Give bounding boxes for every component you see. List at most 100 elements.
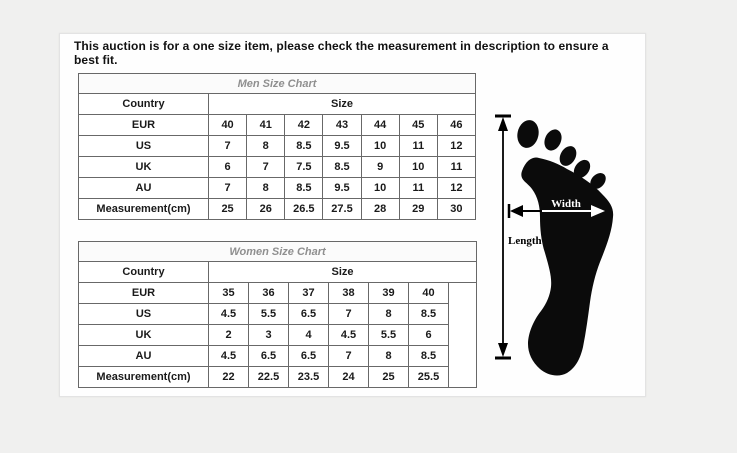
size-value: 36 xyxy=(248,282,289,304)
table-row: Measurement(cm) 25 26 26.5 27.5 28 29 30 xyxy=(78,198,477,220)
row-label: US xyxy=(78,135,209,157)
size-value: 12 xyxy=(436,135,477,157)
size-value: 4.5 xyxy=(328,324,369,346)
size-value: 8.5 xyxy=(284,177,324,199)
size-value: 6.5 xyxy=(288,303,329,325)
size-value: 42 xyxy=(284,114,324,136)
size-value: 28 xyxy=(360,198,400,220)
size-value: 46 xyxy=(436,114,477,136)
table-row: US 4.5 5.5 6.5 7 8 8.5 xyxy=(78,303,477,325)
size-value: 3 xyxy=(248,324,289,346)
notice-text: This auction is for a one size item, ple… xyxy=(74,39,609,67)
size-value: 24 xyxy=(328,366,369,388)
size-value: 10 xyxy=(360,135,400,157)
size-value: 6.5 xyxy=(288,345,329,367)
row-label: UK xyxy=(78,324,209,346)
size-value: 37 xyxy=(288,282,329,304)
table-row: AU 7 8 8.5 9.5 10 11 12 xyxy=(78,177,477,199)
women-size-table: Women Size Chart Country Size EUR 35 36 37 38 39… xyxy=(78,241,477,388)
size-value: 45 xyxy=(398,114,438,136)
content-panel: This auction is for a one size item, ple… xyxy=(59,33,646,397)
size-value: 12 xyxy=(436,177,477,199)
size-value: 4 xyxy=(288,324,329,346)
size-header: Size xyxy=(208,261,477,283)
table-title-row: Men Size Chart xyxy=(78,73,476,94)
size-value: 10 xyxy=(398,156,438,178)
size-value: 5.5 xyxy=(248,303,289,325)
size-value: 7 xyxy=(207,177,248,199)
width-label: Width xyxy=(551,198,581,210)
table-row: UK 2 3 4 4.5 5.5 6 xyxy=(78,324,477,346)
row-label: US xyxy=(78,303,209,325)
length-arrow-icon xyxy=(495,114,511,360)
row-label: EUR xyxy=(78,114,209,136)
row-label: Measurement(cm) xyxy=(78,198,209,220)
size-value: 25 xyxy=(207,198,248,220)
table-header-row: Country Size xyxy=(78,93,476,115)
size-value: 7 xyxy=(207,135,248,157)
size-value: 4.5 xyxy=(208,345,249,367)
size-value: 11 xyxy=(398,135,438,157)
size-value: 5.5 xyxy=(368,324,409,346)
row-label: AU xyxy=(78,345,209,367)
length-label: Length xyxy=(508,235,542,247)
size-value: 40 xyxy=(408,282,449,304)
size-value: 35 xyxy=(208,282,249,304)
row-label: AU xyxy=(78,177,209,199)
size-value: 7.5 xyxy=(284,156,324,178)
footprint-icon xyxy=(517,120,614,376)
size-value: 8.5 xyxy=(322,156,362,178)
size-value: 26.5 xyxy=(284,198,324,220)
men-size-table: Men Size Chart Country Size EUR 40 41 42 43 44 45… xyxy=(78,73,477,220)
size-value: 6.5 xyxy=(248,345,289,367)
size-value: 38 xyxy=(328,282,369,304)
size-value: 6 xyxy=(408,324,449,346)
size-value: 8 xyxy=(368,303,409,325)
row-label: Measurement(cm) xyxy=(78,366,209,388)
table-title: Women Size Chart xyxy=(78,241,477,262)
size-value: 2 xyxy=(208,324,249,346)
size-value: 6 xyxy=(207,156,248,178)
table-title: Men Size Chart xyxy=(78,73,476,94)
table-row: EUR 40 41 42 43 44 45 46 xyxy=(78,114,477,136)
size-value: 39 xyxy=(368,282,409,304)
size-value: 9.5 xyxy=(322,177,362,199)
size-value: 40 xyxy=(207,114,248,136)
size-value: 22.5 xyxy=(248,366,289,388)
table-row: US 7 8 8.5 9.5 10 11 12 xyxy=(78,135,477,157)
size-value: 8.5 xyxy=(408,303,449,325)
width-arrow-icon xyxy=(507,204,605,218)
table-row: Measurement(cm) 22 22.5 23.5 24 25 25.5 xyxy=(78,366,477,388)
foot-measurement-diagram: Length Width xyxy=(495,114,614,376)
size-value: 11 xyxy=(398,177,438,199)
row-label: EUR xyxy=(78,282,209,304)
table-title-row: Women Size Chart xyxy=(78,241,477,262)
size-value: 30 xyxy=(436,198,477,220)
size-value: 44 xyxy=(360,114,400,136)
size-value: 8 xyxy=(368,345,409,367)
table-header-row: Country Size xyxy=(78,261,477,283)
size-value: 25.5 xyxy=(408,366,449,388)
empty-cell xyxy=(448,282,477,388)
size-value: 8 xyxy=(246,177,286,199)
country-header: Country xyxy=(78,261,209,283)
country-header: Country xyxy=(78,93,209,115)
size-value: 9 xyxy=(360,156,400,178)
size-value: 41 xyxy=(246,114,286,136)
size-value: 8.5 xyxy=(284,135,324,157)
size-value: 43 xyxy=(322,114,362,136)
size-value: 11 xyxy=(436,156,477,178)
size-value: 7 xyxy=(246,156,286,178)
row-label: UK xyxy=(78,156,209,178)
size-value: 8 xyxy=(246,135,286,157)
size-value: 27.5 xyxy=(322,198,362,220)
size-value: 4.5 xyxy=(208,303,249,325)
table-row: EUR 35 36 37 38 39 40 xyxy=(78,282,477,388)
size-value: 8.5 xyxy=(408,345,449,367)
size-value: 7 xyxy=(328,303,369,325)
size-value: 10 xyxy=(360,177,400,199)
table-row: UK 6 7 7.5 8.5 9 10 11 xyxy=(78,156,477,178)
table-row: AU 4.5 6.5 6.5 7 8 8.5 xyxy=(78,345,477,367)
size-value: 25 xyxy=(368,366,409,388)
size-value: 9.5 xyxy=(322,135,362,157)
